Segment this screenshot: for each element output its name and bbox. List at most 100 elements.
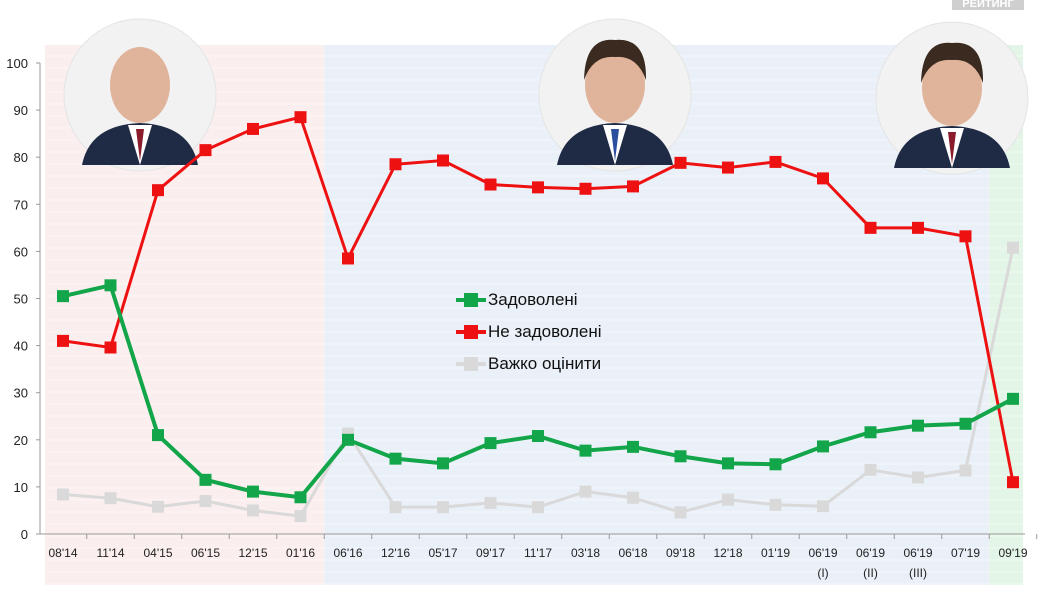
data-point [437,154,449,167]
data-point [817,172,829,185]
data-point [959,464,972,477]
data-point [104,341,117,354]
data-point [674,156,687,169]
portrait-tie [948,132,956,164]
data-point [199,473,212,486]
legend-item: Задоволені [456,284,602,316]
data-point [627,180,639,193]
data-point [579,444,592,457]
data-point [484,496,497,509]
x-tick-label: 12'15 [239,546,268,560]
data-point [864,221,877,234]
data-point [484,437,497,450]
x-tick-label: 09'18 [666,546,695,560]
data-point [912,221,924,234]
data-point [674,450,687,463]
data-point [722,457,734,470]
portrait-face [110,47,170,123]
data-point [912,471,924,484]
x-tick-label: 06'15 [191,546,220,560]
y-tick-label: 80 [14,150,28,165]
y-tick-label: 10 [14,480,28,495]
x-tick-label: (I) [817,566,828,580]
x-tick-label: 05'17 [429,546,458,560]
legend-swatch [456,325,486,339]
x-tick-label: 08'14 [49,546,78,560]
x-tick-label: 06'16 [334,546,363,560]
data-point [152,429,164,442]
data-point [437,501,449,514]
data-point [532,430,544,443]
data-point [674,506,687,519]
data-point [247,504,259,517]
data-point [199,495,212,508]
portrait-face [922,50,982,126]
data-point [1007,476,1019,489]
x-tick-label: 12'16 [381,546,410,560]
data-point [722,161,734,174]
data-point [769,155,782,168]
data-point [389,501,402,514]
data-point [294,111,307,124]
y-tick-label: 90 [14,103,28,118]
data-point [532,181,544,194]
x-tick-label: 01'19 [761,546,790,560]
data-point [484,178,497,191]
x-tick-label: (II) [863,566,878,580]
data-point [959,417,972,430]
x-tick-label: 03'18 [571,546,600,560]
data-point [152,184,164,197]
data-point [722,493,734,506]
data-point [389,452,402,465]
x-tick-label: 11'14 [96,546,124,560]
data-point [532,501,544,514]
data-point [627,491,639,504]
y-tick-label: 100 [6,56,28,71]
x-tick-label: 09'19 [999,546,1028,560]
data-point [1007,392,1019,405]
data-point [864,426,877,439]
data-point [437,457,449,470]
y-tick-label: 60 [14,244,28,259]
data-point [579,182,592,195]
legend-swatch [456,357,486,371]
data-point [1007,241,1019,254]
data-point [342,252,354,265]
x-tick-label: 07'19 [951,546,980,560]
data-point [627,440,639,453]
legend-item: Не задоволені [456,316,602,348]
legend: Задоволені Не задоволені Важко оцінити [456,284,602,380]
data-point [294,491,307,504]
data-point [247,485,259,498]
y-tick-label: 30 [14,386,28,401]
x-tick-label: 06'19 [856,546,885,560]
data-point [817,440,829,453]
data-point [389,158,402,171]
x-tick-label: 01'16 [286,546,315,560]
data-point [912,419,924,432]
portrait-tie [611,129,619,161]
x-tick-label: 11'17 [524,546,552,560]
legend-label: Не задоволені [488,322,602,341]
legend-label: Задоволені [488,290,578,309]
data-point [769,458,782,471]
data-point [769,498,782,511]
x-tick-label: 06'19 [809,546,838,560]
data-point [57,488,69,501]
x-tick-label: 12'18 [714,546,743,560]
legend-swatch [456,293,486,307]
x-tick-label: (III) [909,566,927,580]
y-tick-label: 40 [14,339,28,354]
x-tick-label: 06'18 [619,546,648,560]
data-point [104,279,117,292]
x-tick-label: 04'15 [144,546,173,560]
data-point [817,500,829,513]
x-tick-label: 09'17 [476,546,505,560]
data-point [104,492,117,505]
data-point [57,290,69,303]
data-point [57,334,69,347]
y-tick-label: 20 [14,433,28,448]
data-point [294,510,307,523]
data-point [199,144,212,157]
